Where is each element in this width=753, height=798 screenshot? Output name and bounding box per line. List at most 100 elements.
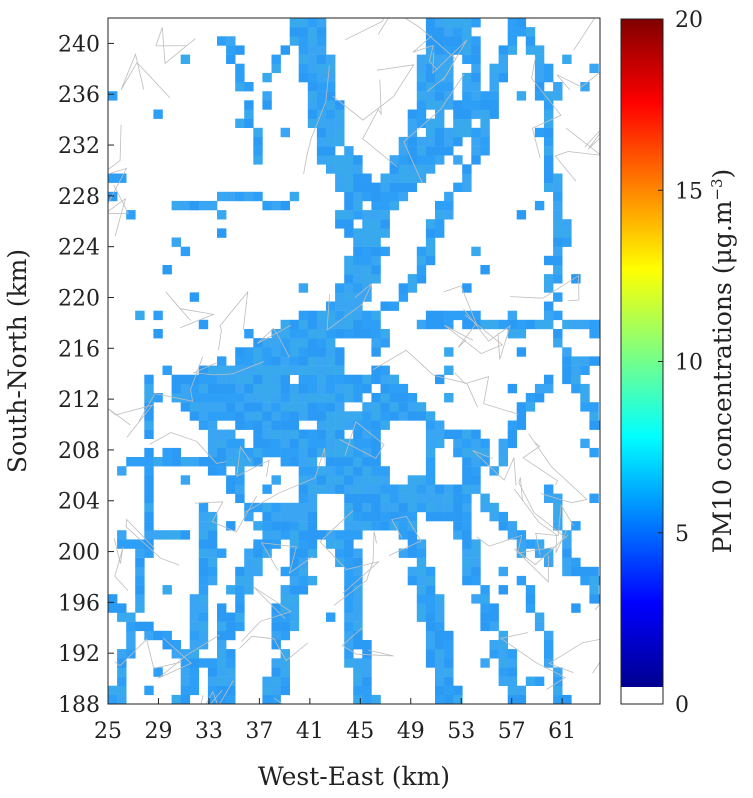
map-cell [189, 292, 200, 302]
map-cell [362, 640, 372, 650]
map-cell [253, 191, 263, 202]
map-cell [353, 612, 363, 622]
map-cell [425, 566, 436, 577]
map-cell [335, 127, 345, 138]
map-cell [398, 146, 409, 156]
map-cell [462, 548, 472, 558]
map-cell [589, 411, 599, 421]
map-cell [307, 466, 318, 476]
map-cell [335, 210, 345, 220]
map-cell [198, 603, 209, 613]
map-cell [507, 310, 518, 321]
map-cell [289, 393, 300, 403]
map-cell [207, 466, 218, 476]
map-cell [444, 649, 454, 659]
map-cell [271, 347, 281, 357]
map-cell [380, 182, 390, 192]
map-cell [171, 694, 181, 704]
boundary-line [239, 635, 308, 662]
map-cell [335, 356, 345, 366]
map-cell [462, 310, 472, 321]
map-cell [562, 694, 572, 704]
map-cell [144, 521, 154, 531]
map-cell [108, 603, 118, 613]
map-cell [435, 612, 445, 622]
map-cell [534, 82, 545, 92]
map-cell [398, 283, 409, 293]
map-cell [335, 219, 345, 229]
map-cell [307, 72, 318, 83]
map-cell [589, 585, 599, 595]
map-cell [353, 164, 363, 174]
map-cell [353, 155, 363, 165]
map-cell [235, 621, 245, 632]
map-cell [507, 45, 518, 55]
map-cell [444, 18, 454, 28]
map-cell [344, 191, 354, 202]
x-tick-label: 49 [397, 719, 425, 744]
map-cell [525, 585, 536, 595]
map-cell [126, 457, 136, 467]
map-cell [271, 200, 281, 211]
map-cell [389, 511, 399, 522]
map-cell [462, 283, 472, 293]
map-cell [344, 502, 354, 513]
map-cell [307, 45, 318, 55]
x-tick-label: 45 [346, 719, 374, 744]
map-cell [444, 82, 454, 92]
boundary-line [584, 130, 600, 150]
boundary-line [510, 274, 580, 302]
map-cell [217, 402, 227, 412]
map-cell [425, 649, 436, 659]
map-cell [198, 612, 209, 622]
map-cell [398, 173, 409, 183]
map-cell [344, 603, 354, 613]
map-cell [126, 640, 136, 650]
map-cell [235, 585, 245, 595]
map-cell [398, 493, 409, 503]
boundary-line [205, 680, 234, 704]
colorbar-tick-label: 10 [675, 351, 703, 376]
map-cell [425, 118, 436, 128]
boundary-line [522, 441, 559, 486]
boundary-line [472, 450, 517, 486]
map-cell [489, 649, 499, 659]
map-cell [407, 136, 418, 147]
colorbar-ticks: 0 5 10 15 20 [658, 8, 703, 718]
map-cell [498, 640, 508, 650]
map-cell [326, 365, 336, 375]
map-cell [262, 511, 272, 522]
map-cell [553, 685, 563, 696]
map-cell [353, 237, 363, 247]
map-cell [353, 292, 363, 302]
map-cell [416, 402, 427, 412]
map-cell [180, 54, 191, 64]
map-cell [344, 511, 354, 522]
x-tick-label: 61 [548, 719, 576, 744]
boundary-line [556, 71, 600, 91]
map-cell [262, 402, 272, 412]
map-cell [471, 127, 481, 138]
map-cell [326, 612, 336, 622]
map-cell [580, 383, 590, 394]
map-cell [126, 539, 136, 549]
map-cell [117, 603, 127, 613]
map-cell [198, 411, 209, 421]
map-cell [307, 438, 318, 449]
map-cell [153, 630, 163, 641]
map-cell [353, 630, 363, 641]
map-cell [289, 539, 300, 549]
map-cell [253, 548, 263, 558]
map-cell [280, 676, 290, 686]
map-cell [398, 383, 409, 394]
boundary-line [476, 534, 555, 554]
map-cell [380, 511, 390, 522]
map-cell [344, 319, 354, 330]
map-cell [262, 347, 272, 357]
map-cell [389, 402, 399, 412]
map-cell [316, 109, 327, 119]
map-cell [362, 511, 372, 522]
map-cell [117, 694, 127, 704]
map-cell [307, 109, 318, 119]
map-cell [307, 511, 318, 522]
